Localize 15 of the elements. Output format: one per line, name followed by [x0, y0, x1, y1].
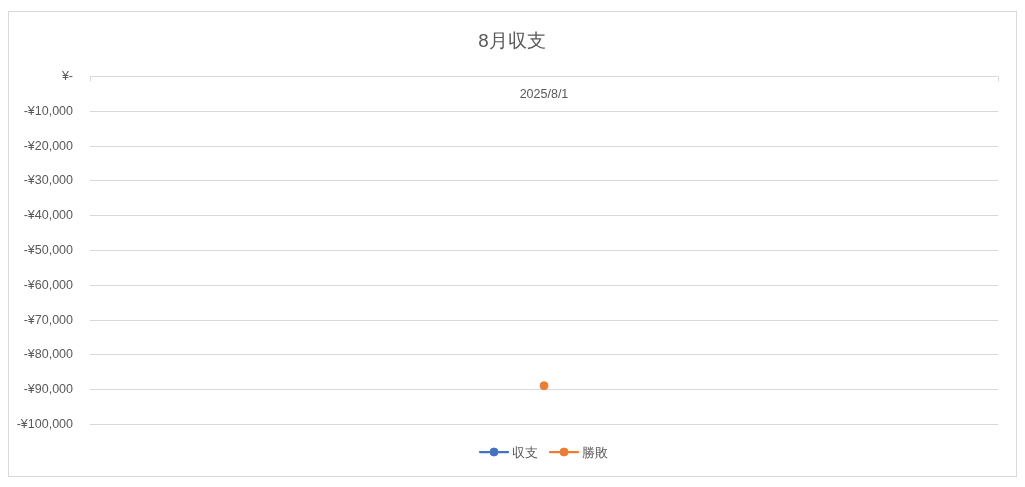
y-tick-label: -¥30,000 — [23, 173, 74, 188]
legend-label: 勝敗 — [582, 444, 608, 460]
y-tick-label: -¥40,000 — [23, 208, 74, 223]
legend-label: 収支 — [512, 444, 538, 460]
y-tick-label: -¥10,000 — [23, 103, 74, 118]
y-tick-label: -¥20,000 — [23, 138, 74, 153]
y-tick-label: -¥90,000 — [23, 382, 74, 397]
x-tick-label: 2025/8/1 — [519, 86, 569, 101]
y-tick-label: -¥100,000 — [16, 417, 74, 431]
title: 8月収支 — [478, 29, 546, 51]
y-tick-label: -¥80,000 — [23, 347, 74, 362]
y-tick-label: -¥50,000 — [23, 243, 74, 257]
y-tick-label: -¥60,000 — [23, 277, 74, 292]
y-tick-label: ¥- — [60, 69, 73, 83]
y-tick-label: -¥70,000 — [23, 312, 74, 327]
